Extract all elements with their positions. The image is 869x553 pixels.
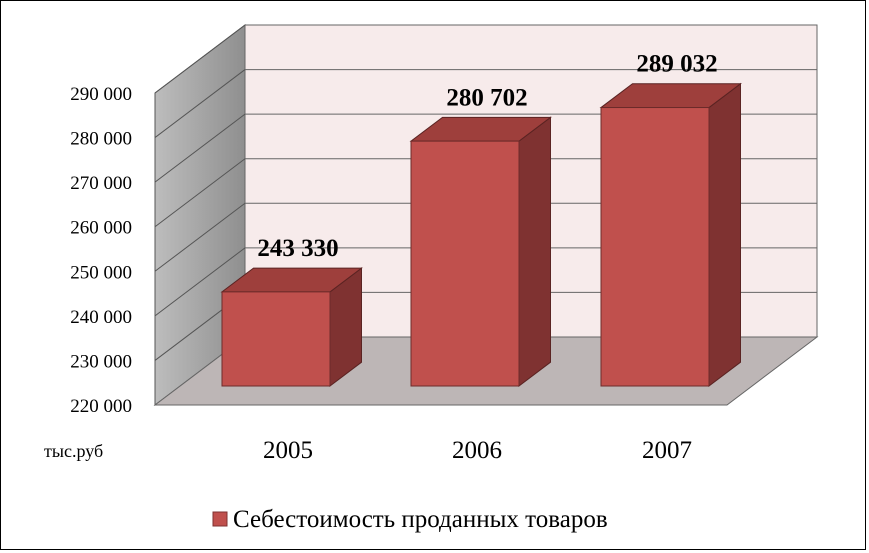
bar-front [410, 140, 520, 387]
bars [220, 82, 742, 388]
data-label: 280 702 [446, 84, 527, 111]
bar [599, 82, 742, 388]
bar-front [221, 291, 331, 387]
data-label: 289 032 [636, 51, 717, 78]
bar [409, 116, 552, 388]
y-tick-labels: 220 000 230 000 240 000 250 000 260 000 270 0… [70, 84, 132, 417]
gridline-side [154, 202, 246, 272]
bar-side [708, 82, 741, 388]
x-tick-label: 2006 [452, 437, 502, 464]
x-tick-label: 2005 [263, 437, 313, 464]
bar-front [600, 107, 710, 387]
y-tick-label: 250 000 [70, 262, 132, 283]
y-tick-label: 270 000 [70, 173, 132, 194]
legend-label: Себестоимость проданных товаров [233, 506, 608, 533]
bar [220, 267, 363, 388]
gridline-side [154, 69, 246, 138]
bar-side [518, 116, 551, 388]
y-tick-label: 290 000 [70, 84, 132, 105]
x-tick-label: 2007 [642, 437, 692, 464]
y-tick-label: 260 000 [70, 218, 132, 239]
data-label: 243 330 [257, 235, 338, 262]
gridline-side [154, 113, 246, 183]
gridline-side [154, 158, 246, 228]
x-tick-labels: 2005 2006 2007 [263, 437, 692, 464]
y-tick-label: 240 000 [70, 307, 132, 328]
y-tick-label: 220 000 [70, 396, 132, 417]
unit-label: тыс.руб [44, 441, 103, 461]
y-tick-label: 280 000 [70, 129, 132, 150]
y-tick-label: 230 000 [70, 351, 132, 372]
gridline-side [154, 247, 246, 317]
gridline-side [154, 24, 246, 94]
data-labels: 243 330 280 702 289 032 [257, 51, 717, 262]
legend-swatch [212, 511, 228, 527]
